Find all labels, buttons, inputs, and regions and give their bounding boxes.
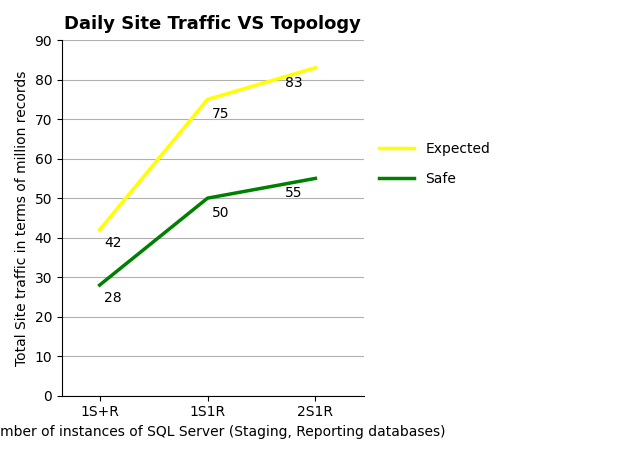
- Text: 55: 55: [285, 186, 302, 200]
- Text: 28: 28: [104, 291, 122, 305]
- X-axis label: Number of instances of SQL Server (Staging, Reporting databases): Number of instances of SQL Server (Stagi…: [0, 425, 445, 439]
- Safe: [96, 282, 103, 288]
- Text: 75: 75: [212, 107, 229, 121]
- Expected: [96, 227, 103, 232]
- Line: Expected: Expected: [99, 68, 316, 230]
- Expected: [204, 97, 211, 102]
- Legend: Expected, Safe: Expected, Safe: [374, 136, 496, 192]
- Line: Safe: Safe: [99, 178, 316, 285]
- Safe: [312, 176, 319, 181]
- Title: Daily Site Traffic VS Topology: Daily Site Traffic VS Topology: [64, 15, 361, 33]
- Text: 83: 83: [285, 76, 302, 90]
- Text: 42: 42: [104, 236, 121, 250]
- Safe: [204, 195, 211, 201]
- Y-axis label: Total Site traffic in terms of million records: Total Site traffic in terms of million r…: [15, 70, 29, 365]
- Expected: [312, 65, 319, 70]
- Text: 50: 50: [212, 206, 229, 220]
